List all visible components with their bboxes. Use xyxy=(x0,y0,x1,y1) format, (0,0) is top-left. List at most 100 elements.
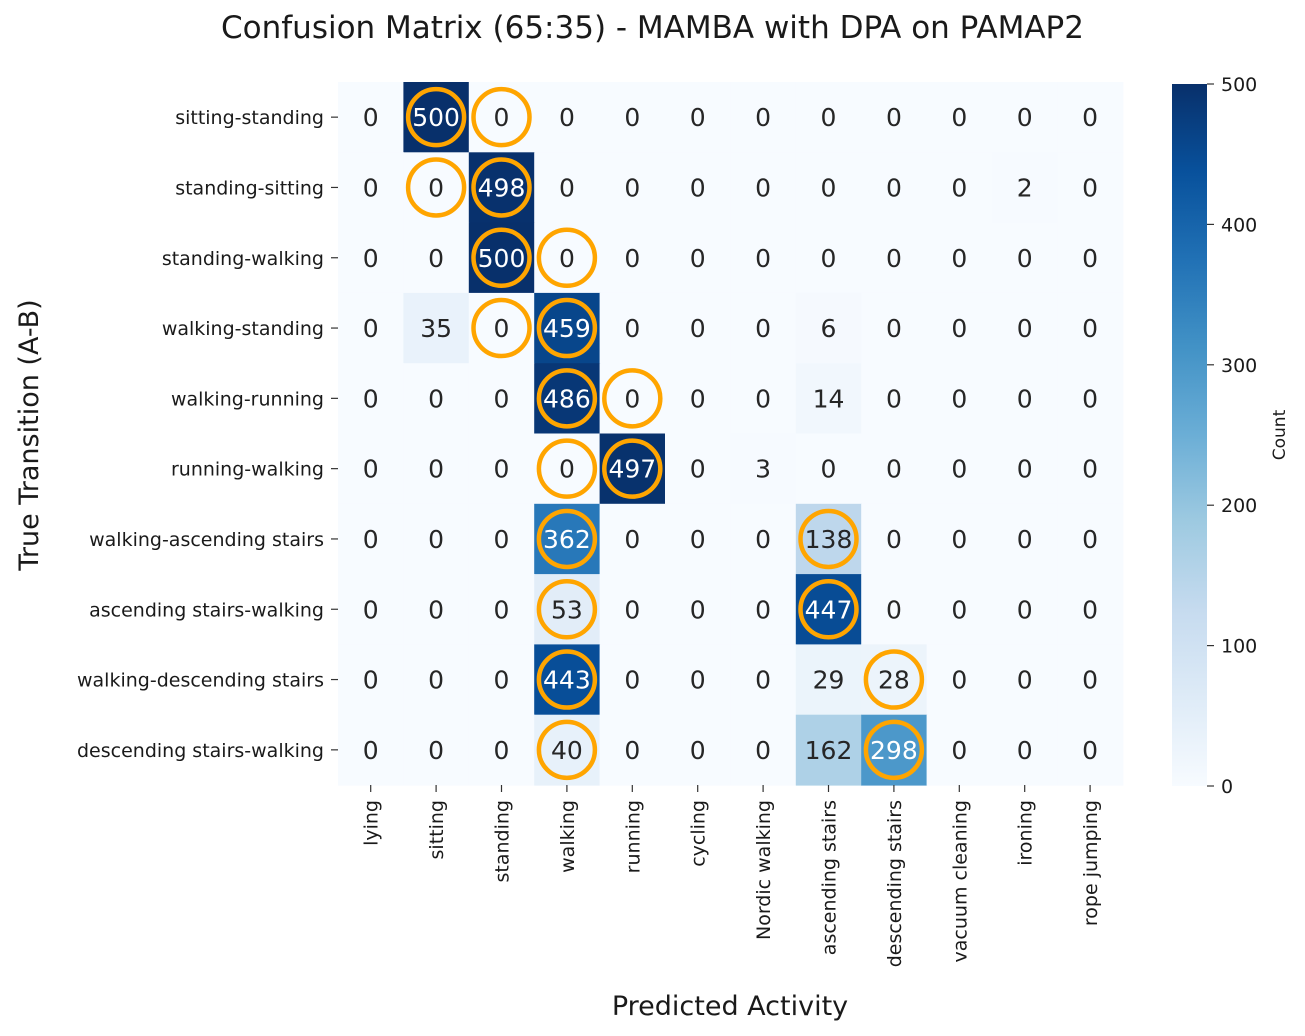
colorbar-tick-label: 100 xyxy=(1221,636,1257,658)
cell-value-label: 459 xyxy=(543,314,591,343)
cell-value-label: 0 xyxy=(951,244,967,273)
y-tick-label: walking-standing xyxy=(162,318,324,340)
cell-value-label: 0 xyxy=(624,736,640,765)
heatmap-cell xyxy=(599,222,666,294)
cell-value-label: 0 xyxy=(886,173,902,202)
heatmap-cell xyxy=(795,292,862,364)
heatmap-cell xyxy=(1057,292,1124,364)
heatmap-cell xyxy=(1057,714,1124,786)
heatmap-cell xyxy=(665,433,731,505)
cell-value-label: 0 xyxy=(755,244,771,273)
heatmap-cell xyxy=(926,363,993,435)
heatmap-cell xyxy=(730,433,797,505)
heatmap-cell xyxy=(861,644,928,716)
heatmap-cell xyxy=(861,574,928,645)
heatmap-cell xyxy=(795,503,862,575)
heatmap-cell xyxy=(665,292,731,364)
heatmap-cell xyxy=(468,222,535,294)
heatmap-cell xyxy=(1057,644,1124,716)
heatmap-cell xyxy=(861,222,928,294)
heatmap-cell xyxy=(1057,82,1124,153)
colorbar-tick-label: 300 xyxy=(1221,355,1257,377)
highlight-circle xyxy=(536,368,598,429)
heatmap-cell xyxy=(665,714,731,786)
cell-value-label: 0 xyxy=(821,103,837,132)
cell-value-label: 298 xyxy=(870,736,918,765)
heatmap-cell xyxy=(992,222,1058,294)
cell-value-label: 0 xyxy=(690,244,706,273)
cell-value-label: 0 xyxy=(363,525,379,554)
heatmap-cell xyxy=(338,714,404,786)
heatmap-cell xyxy=(992,433,1058,505)
heatmap-cell xyxy=(599,363,666,435)
cell-value-label: 14 xyxy=(813,384,845,413)
heatmap-cell xyxy=(534,82,601,153)
heatmap-cell xyxy=(468,503,535,575)
cell-value-label: 0 xyxy=(624,666,640,695)
cell-value-label: 3 xyxy=(755,455,771,484)
heatmap-cell xyxy=(338,152,404,224)
colorbar: 0 100 200 300 400 500 xyxy=(1172,74,1257,798)
heatmap-cell xyxy=(338,644,404,716)
heatmap-cell xyxy=(468,644,535,716)
heatmap-cell xyxy=(599,152,666,224)
cell-value-label: 362 xyxy=(543,525,591,554)
cell-value-label: 0 xyxy=(1082,103,1098,132)
heatmap-cell xyxy=(795,363,862,435)
highlight-circle xyxy=(405,86,467,148)
x-tick-label: Nordic walking xyxy=(753,800,775,940)
cell-value-label: 0 xyxy=(1017,455,1033,484)
heatmap-cell xyxy=(599,714,666,786)
colorbar-tick-label: 200 xyxy=(1221,495,1257,517)
cell-value-label: 443 xyxy=(543,666,591,695)
x-tick-label: cycling xyxy=(688,800,710,867)
cell-value-label: 40 xyxy=(551,736,583,765)
y-tick-label: ascending stairs-walking xyxy=(89,599,324,621)
x-tick-label: lying xyxy=(361,800,383,846)
x-axis-label: Predicted Activity xyxy=(612,991,848,1022)
cell-value-label: 0 xyxy=(428,244,444,273)
y-tick-label: walking-running xyxy=(171,388,324,410)
cell-value-label: 0 xyxy=(494,736,510,765)
cell-value-label: 0 xyxy=(624,244,640,273)
heatmap-cells xyxy=(338,82,1124,786)
heatmap-cell xyxy=(992,503,1058,575)
cell-value-label: 0 xyxy=(1017,244,1033,273)
cell-value-label: 486 xyxy=(543,384,591,413)
cell-value-label: 0 xyxy=(363,314,379,343)
cell-value-label: 0 xyxy=(559,103,575,132)
colorbar-tick-label: 0 xyxy=(1221,776,1233,798)
heatmap-cell xyxy=(861,714,928,786)
cell-value-label: 0 xyxy=(1017,384,1033,413)
cell-value-label: 0 xyxy=(951,595,967,624)
cell-value-label: 0 xyxy=(494,595,510,624)
cell-value-label: 0 xyxy=(690,595,706,624)
cell-value-label: 0 xyxy=(363,666,379,695)
cell-value-label: 447 xyxy=(805,595,853,624)
highlight-circle xyxy=(536,579,598,640)
heatmap-cell xyxy=(1057,574,1124,645)
cell-value-label: 0 xyxy=(755,525,771,554)
heatmap-cell xyxy=(730,574,797,645)
highlight-circle xyxy=(536,297,598,359)
cell-value-label: 0 xyxy=(428,666,444,695)
heatmap-cell xyxy=(730,222,797,294)
heatmap-cell xyxy=(926,292,993,364)
y-axis-tick-labels: sitting-standing standing-sitting standing… xyxy=(77,107,338,762)
heatmap-cell xyxy=(926,433,993,505)
cell-value-label: 500 xyxy=(412,103,460,132)
cell-value-label: 0 xyxy=(363,595,379,624)
chart-title: Confusion Matrix (65:35) - MAMBA with DP… xyxy=(221,10,1084,46)
cell-value-label: 0 xyxy=(690,525,706,554)
cell-value-label: 0 xyxy=(886,384,902,413)
cell-value-label: 0 xyxy=(494,525,510,554)
cell-value-label: 29 xyxy=(813,666,845,695)
cell-value-label: 0 xyxy=(363,103,379,132)
heatmap-cell xyxy=(403,714,470,786)
highlight-circle xyxy=(536,649,598,710)
cell-value-label: 0 xyxy=(755,173,771,202)
heatmap-cell xyxy=(992,82,1058,153)
highlight-circle xyxy=(863,719,925,781)
heatmap-cell xyxy=(1057,433,1124,505)
